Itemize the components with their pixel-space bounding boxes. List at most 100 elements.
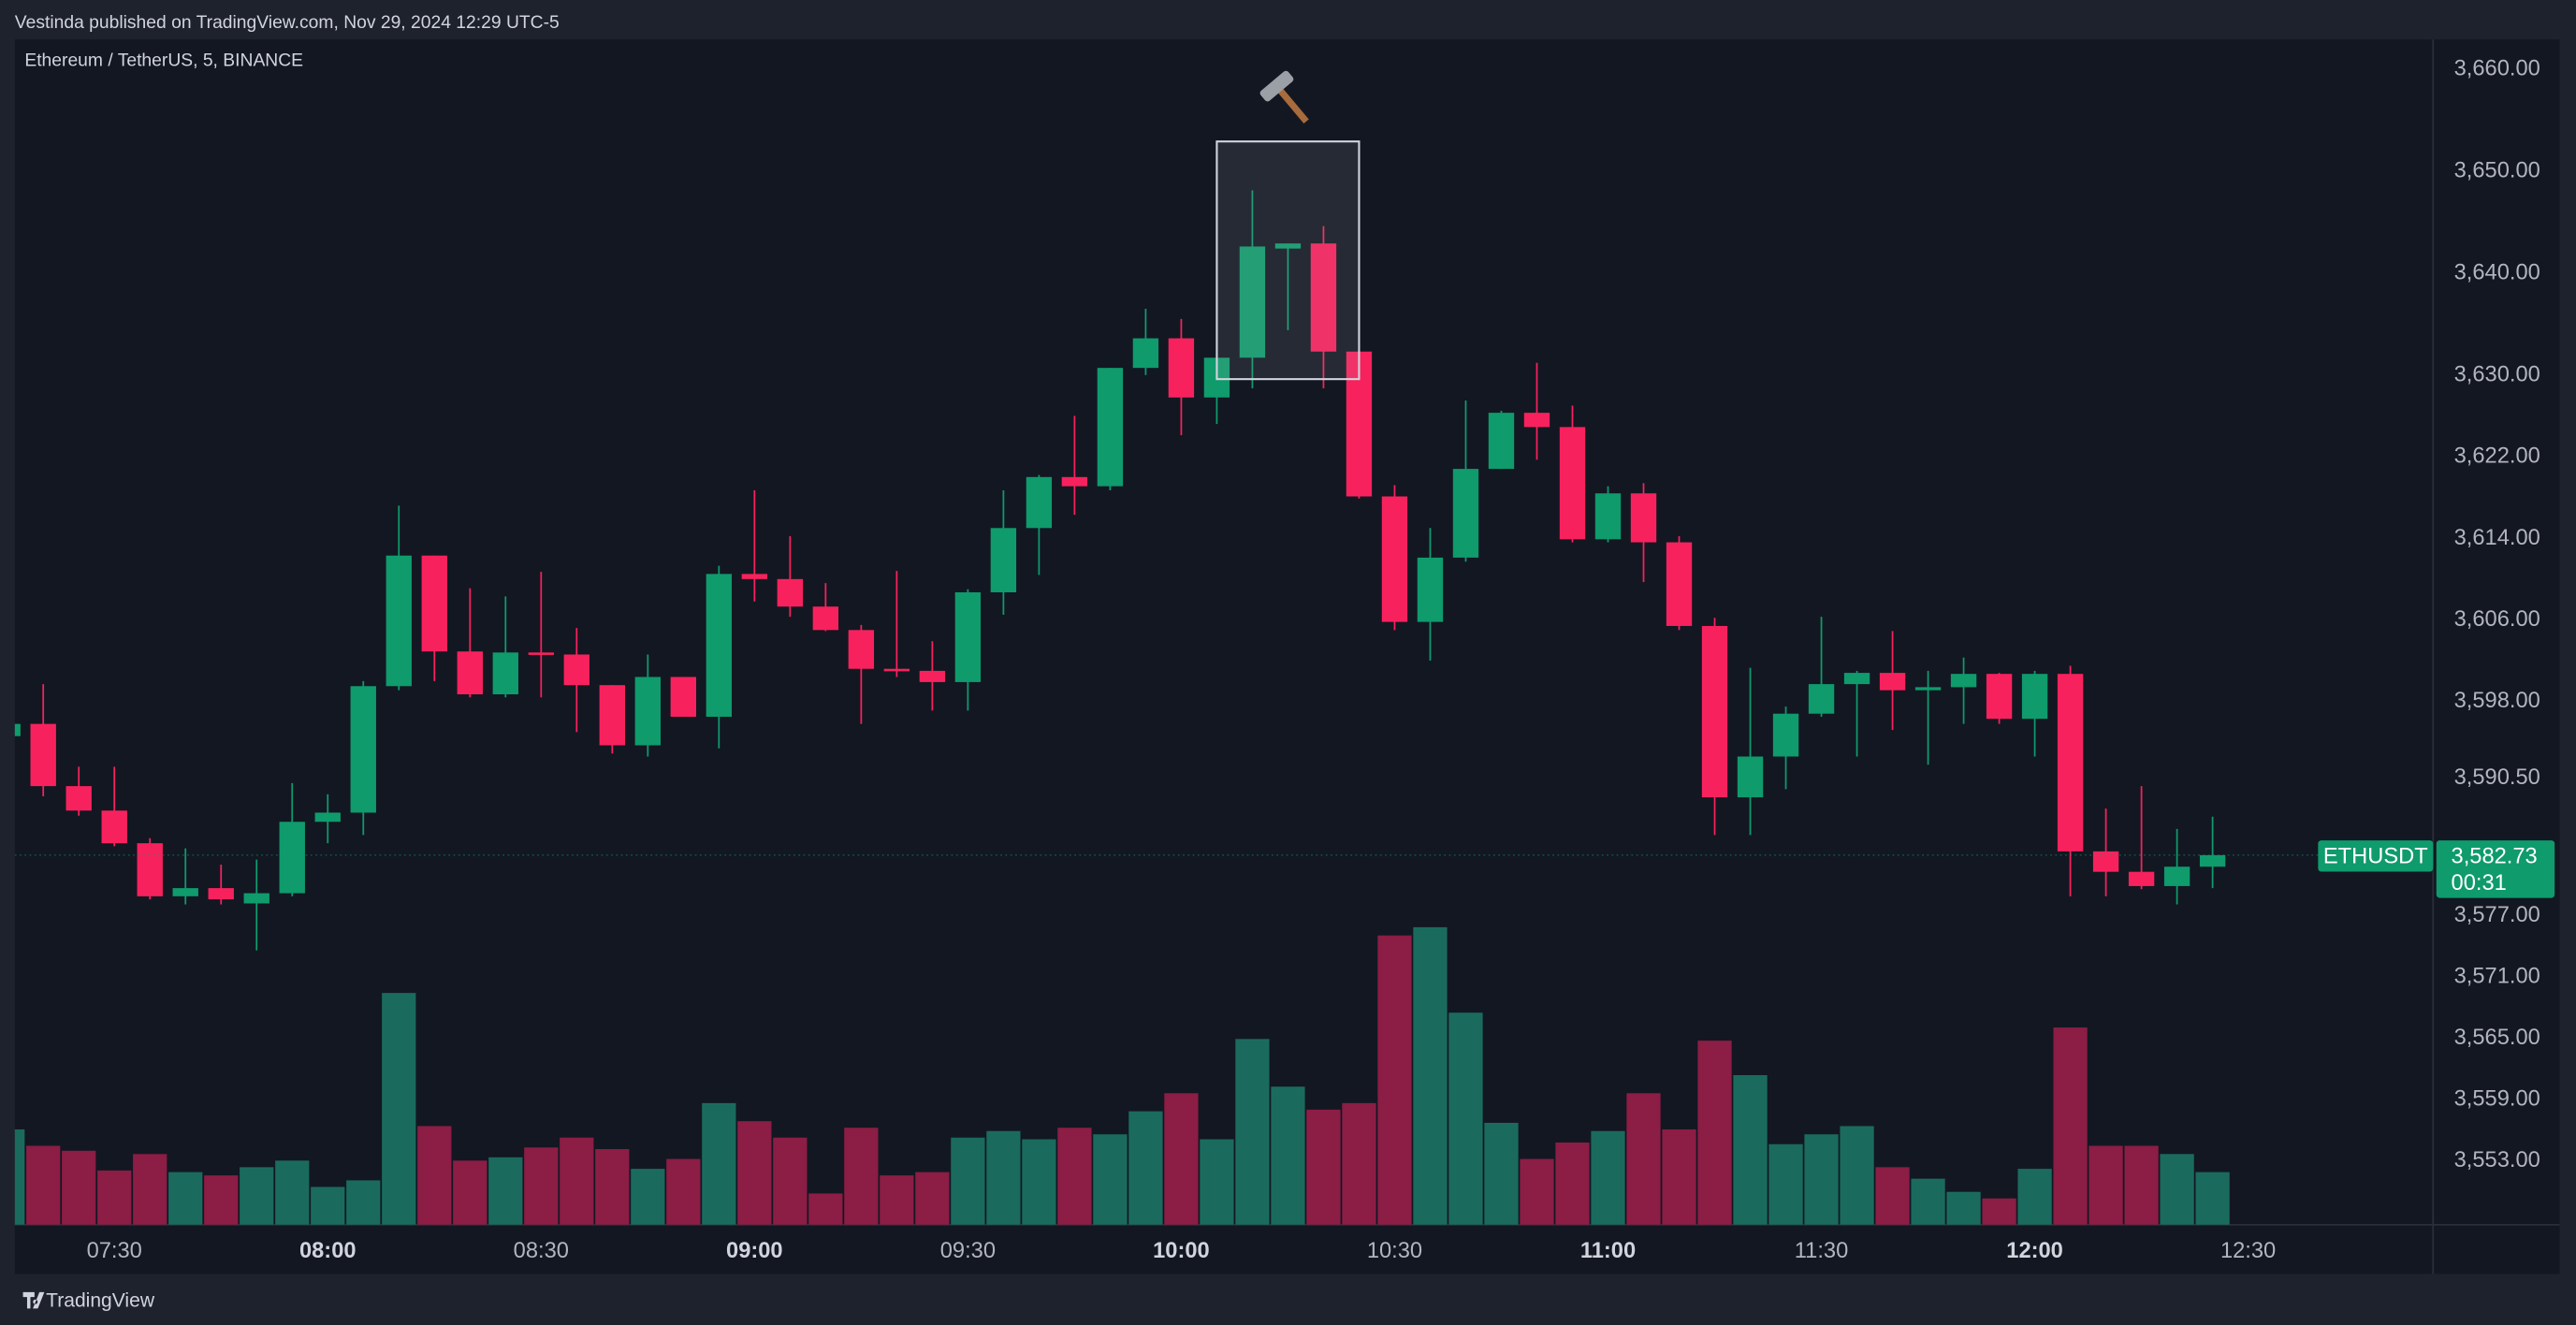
- volume-bar: [26, 1145, 61, 1225]
- volume-bar: [311, 1187, 345, 1225]
- candle-body: [1737, 756, 1764, 798]
- volume-bar: [417, 1126, 452, 1225]
- volume-bar: [880, 1175, 914, 1225]
- candle-body: [1559, 427, 1586, 540]
- y-tick-label: 3,630.00: [2454, 362, 2540, 386]
- candle-body: [919, 670, 946, 682]
- candle-body: [1523, 413, 1550, 428]
- candle-body: [101, 810, 127, 844]
- volume-bar: [1697, 1041, 1732, 1225]
- x-tick-label: 10:30: [1367, 1239, 1422, 1263]
- header: Vestinda published on TradingView.com, N…: [15, 13, 560, 33]
- price-label: 3,582.73: [2452, 845, 2538, 869]
- candle-body: [421, 555, 447, 652]
- candle-body: [208, 888, 234, 900]
- candle-body: [1879, 673, 1906, 691]
- candle-body: [457, 651, 483, 694]
- x-tick-label: 09:00: [726, 1239, 783, 1263]
- candle-body: [350, 686, 376, 813]
- candle-body: [1239, 246, 1266, 358]
- symbol-label-box: [2318, 840, 2434, 872]
- volume-bar: [1413, 926, 1448, 1225]
- candle-body: [1417, 557, 1444, 622]
- hammer-icon: [1259, 70, 1309, 124]
- candle-body: [1986, 674, 2013, 720]
- y-tick-label: 3,598.00: [2454, 689, 2540, 713]
- volume-bar: [133, 1154, 167, 1225]
- x-tick-label: 09:30: [940, 1239, 996, 1263]
- volume-bar: [1022, 1139, 1056, 1225]
- volume-bar: [595, 1149, 630, 1225]
- candle-body: [1772, 713, 1799, 757]
- volume-bar: [1306, 1109, 1341, 1225]
- volume-bar: [97, 1170, 132, 1225]
- volume-bar: [1342, 1102, 1376, 1225]
- candle-body: [279, 822, 305, 894]
- volume-bar: [1911, 1178, 1945, 1225]
- plot-area: [14, 140, 2230, 1225]
- y-tick-label: 3,660.00: [2454, 56, 2540, 80]
- candle-body: [670, 677, 697, 717]
- volume-bar: [1128, 1111, 1163, 1225]
- y-tick-label: 3,559.00: [2454, 1086, 2540, 1111]
- candle-body: [1630, 493, 1657, 543]
- volume-bar: [168, 1172, 203, 1225]
- x-tick-label: 08:00: [299, 1239, 357, 1263]
- x-tick-label: 11:30: [1795, 1239, 1849, 1263]
- candle-body: [172, 888, 198, 896]
- candle-body: [848, 630, 875, 669]
- candle-body: [1452, 469, 1479, 558]
- candle-body: [2057, 674, 2084, 852]
- volume-bar: [1982, 1198, 2016, 1225]
- candle-body: [137, 843, 163, 896]
- candle-body: [706, 574, 733, 717]
- volume-bar: [240, 1167, 274, 1225]
- y-tick-label: 3,553.00: [2454, 1148, 2540, 1172]
- candle-body: [386, 555, 412, 687]
- candle-body: [599, 685, 625, 746]
- countdown-label: 00:31: [2452, 871, 2507, 895]
- volume-bar: [62, 1150, 96, 1225]
- candle-body: [883, 668, 910, 672]
- candle-body: [2021, 674, 2048, 720]
- x-tick-label: 11:00: [1580, 1239, 1636, 1263]
- volume-bar: [382, 993, 416, 1225]
- y-tick-label: 3,590.50: [2454, 765, 2540, 790]
- volume-bar: [773, 1137, 808, 1225]
- logo: [22, 1291, 45, 1309]
- candle-body: [990, 528, 1017, 592]
- y-tick-label: 3,622.00: [2454, 444, 2540, 469]
- volume-bar: [2088, 1145, 2123, 1225]
- volume-bar: [986, 1130, 1021, 1225]
- footer-brand: TradingView: [46, 1290, 155, 1312]
- volume-bar: [1271, 1086, 1305, 1225]
- y-tick-label: 3,577.00: [2454, 903, 2540, 927]
- candle-body: [65, 786, 92, 811]
- candle-body: [1666, 542, 1693, 626]
- candle-body: [741, 574, 768, 579]
- volume-bar: [1662, 1128, 1696, 1225]
- volume-bar: [702, 1102, 736, 1225]
- volume-bar: [1555, 1143, 1590, 1225]
- candle-body: [2092, 851, 2119, 872]
- candle-body: [1274, 243, 1302, 249]
- volume-bar: [1057, 1128, 1092, 1225]
- candle-body: [2199, 854, 2226, 867]
- volume-bar: [1484, 1122, 1519, 1225]
- volume-bar: [1164, 1093, 1199, 1225]
- candle-body: [1097, 368, 1124, 487]
- volume-bar: [1875, 1167, 1910, 1225]
- volume-bar: [560, 1137, 594, 1225]
- volume-bar: [1733, 1074, 1768, 1225]
- volume-bar: [524, 1147, 559, 1225]
- candle-body: [1950, 674, 1977, 688]
- volume-bar: [346, 1180, 381, 1225]
- volume-bar: [1840, 1126, 1874, 1225]
- candle-body: [528, 652, 554, 655]
- volume-bar: [631, 1169, 665, 1225]
- x-tick-label: 12:00: [2006, 1239, 2063, 1263]
- volume-bar: [1768, 1143, 1803, 1225]
- candle-body: [1914, 687, 1942, 691]
- candle-body: [492, 652, 518, 694]
- volume-bar: [951, 1137, 985, 1225]
